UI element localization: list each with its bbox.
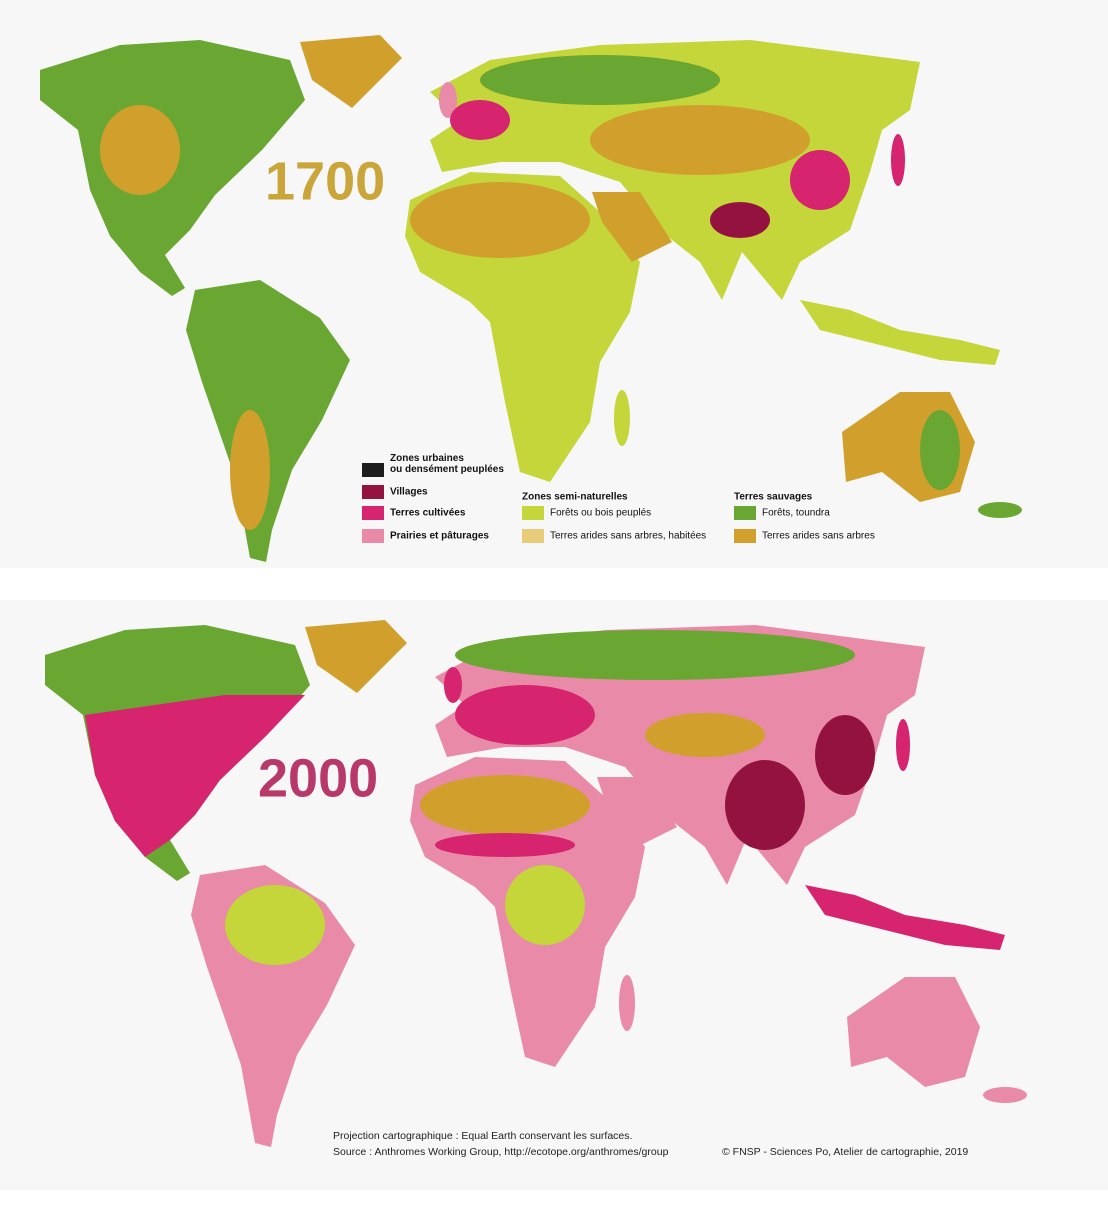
legend-label: ou densément peuplées [390, 464, 504, 475]
legend-label: Forêts ou bois peuplés [550, 508, 651, 519]
legend-label: Zones urbaines [390, 453, 464, 464]
map-2000 [45, 620, 1027, 1147]
legend-label: Villages [390, 487, 428, 498]
projection-note: Projection cartographique : Equal Earth … [333, 1130, 632, 1142]
legend-heading: Zones semi-naturelles [522, 492, 628, 503]
map-1700 [40, 35, 1022, 562]
legend-swatch [362, 463, 384, 477]
legend-swatch [362, 485, 384, 499]
legend-swatch [734, 529, 756, 543]
legend-swatch [734, 506, 756, 520]
legend-label: Terres arides sans arbres [762, 531, 875, 542]
legend-label: Terres arides sans arbres, habitées [550, 531, 706, 542]
source-note: Source : Anthromes Working Group, http:/… [333, 1146, 669, 1158]
legend-heading: Terres sauvages [734, 492, 813, 503]
legend-swatch [522, 529, 544, 543]
legend-swatch [522, 506, 544, 520]
year-label: 2000 [258, 748, 378, 808]
legend-swatch [362, 529, 384, 543]
legend-swatch [362, 506, 384, 520]
legend-label: Terres cultivées [390, 508, 466, 519]
legend-label: Forêts, toundra [762, 508, 830, 519]
credit-note: © FNSP - Sciences Po, Atelier de cartogr… [722, 1146, 968, 1158]
year-label: 1700 [265, 151, 385, 211]
legend-label: Prairies et pâturages [390, 531, 489, 542]
